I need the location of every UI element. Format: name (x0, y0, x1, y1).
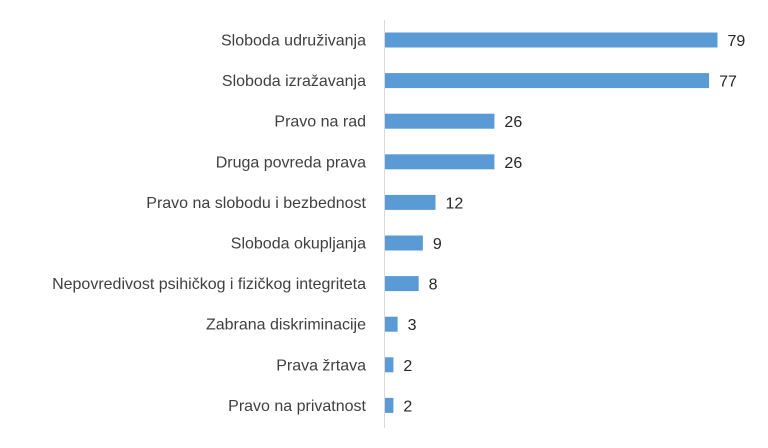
bar (385, 32, 718, 48)
data-label: 8 (429, 277, 438, 294)
data-label: 9 (433, 236, 442, 253)
bars (385, 32, 718, 413)
category-label: Pravo na privatnost (228, 398, 366, 415)
bar (385, 113, 495, 129)
data-label: 12 (446, 195, 464, 212)
bar (385, 235, 423, 251)
bar (385, 276, 419, 292)
data-label: 3 (408, 317, 417, 334)
category-label: Prava žrtava (276, 357, 366, 374)
bar (385, 194, 436, 210)
category-label: Druga povreda prava (216, 154, 366, 171)
category-label: Sloboda okupljanja (231, 236, 366, 253)
category-label: Pravo na slobodu i bezbednost (146, 195, 366, 212)
bar (385, 357, 394, 373)
category-label: Nepovredivost psihičkog i fizičkog integ… (52, 276, 366, 293)
category-label: Sloboda izražavanja (222, 73, 366, 90)
data-label: 2 (403, 398, 412, 415)
data-label: 79 (727, 33, 745, 50)
category-label: Zabrana diskriminacije (206, 317, 366, 334)
bar (385, 397, 394, 413)
category-label: Pravo na rad (274, 114, 366, 131)
category-label: Sloboda udruživanja (221, 33, 366, 50)
data-label: 77 (719, 74, 737, 91)
category-labels: Sloboda udruživanja Sloboda izražavanja Pr… (52, 33, 366, 415)
bar (385, 73, 710, 89)
data-label: 2 (403, 358, 412, 375)
data-label: 26 (504, 155, 522, 172)
bar (385, 316, 398, 332)
bar (385, 154, 495, 170)
data-labels: 79 77 26 26 12 9 8 3 2 2 (403, 33, 745, 415)
data-label: 26 (504, 114, 522, 131)
